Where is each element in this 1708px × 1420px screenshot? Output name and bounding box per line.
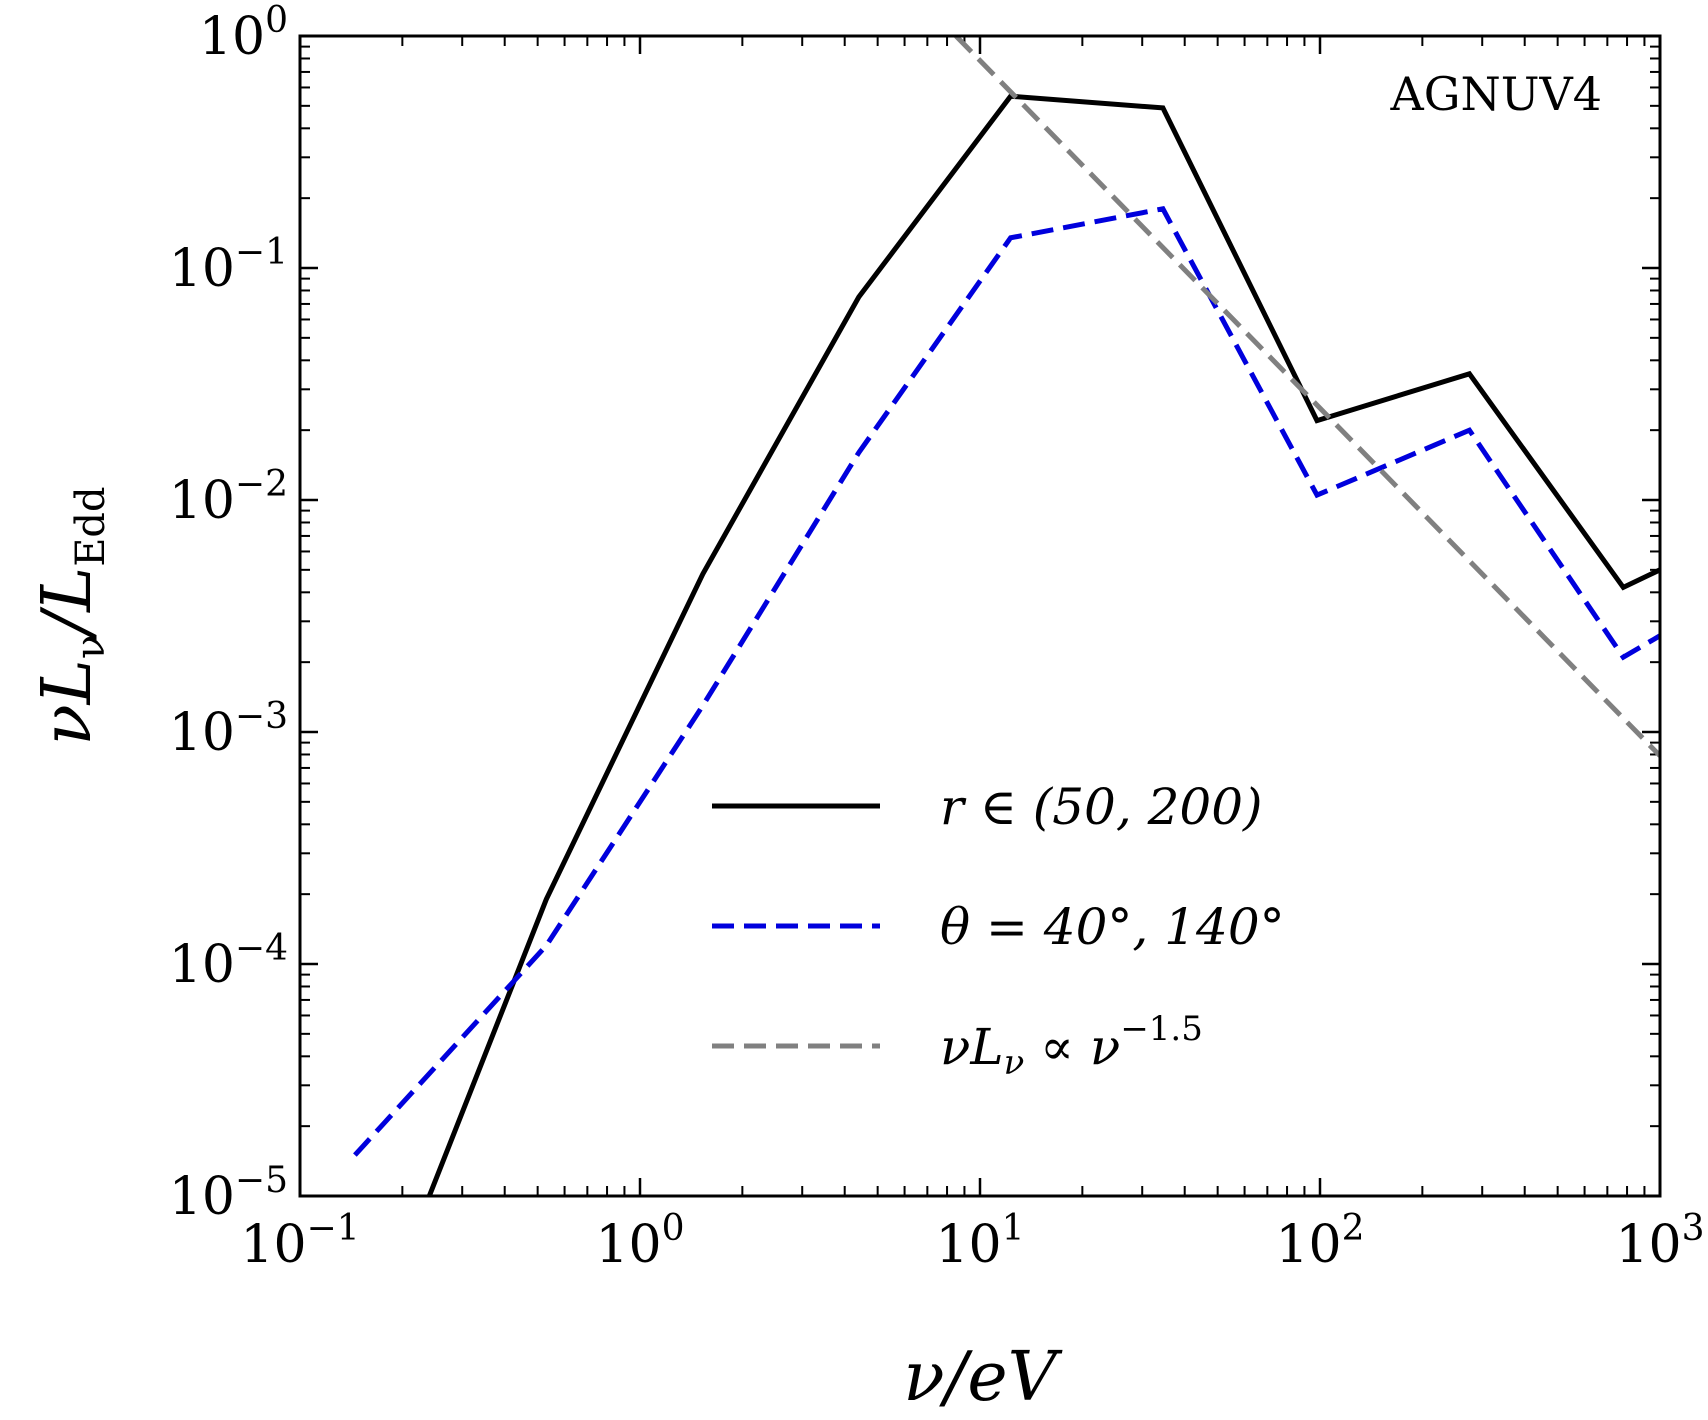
legend-powerlaw-rest: ∝ ν bbox=[1024, 1018, 1120, 1076]
x-tick-labels: 10−1 100 101 102 103 bbox=[240, 1208, 1704, 1275]
x-tick-label: 100 bbox=[595, 1208, 684, 1275]
legend: r ∈ (50, 200) θ = 40°, 140° νLν ∝ ν−1.5 bbox=[712, 778, 1285, 1083]
y-axis-label: νLν/LEdd bbox=[28, 486, 114, 745]
y-tick-label: 10−5 bbox=[169, 1160, 288, 1227]
y-tick-label: 10−2 bbox=[169, 464, 288, 531]
minor-ticks bbox=[300, 36, 1660, 1196]
plot-frame bbox=[298, 34, 1662, 1198]
legend-label-powerlaw: νLν ∝ ν−1.5 bbox=[940, 1009, 1203, 1083]
x-tick-label: 10−1 bbox=[240, 1208, 359, 1275]
series-theta-line bbox=[353, 206, 1660, 1157]
x-axis-label: ν/eV bbox=[903, 1338, 1062, 1417]
legend-powerlaw-sup: −1.5 bbox=[1120, 1009, 1203, 1049]
y-tick-label: 10−4 bbox=[169, 928, 288, 995]
y-axis-label-sub1: ν bbox=[68, 635, 114, 659]
legend-powerlaw-main: νL bbox=[940, 1018, 1004, 1076]
x-tick-label: 101 bbox=[935, 1208, 1024, 1275]
x-tick-label: 103 bbox=[1615, 1208, 1704, 1275]
y-axis-label-main: νL bbox=[28, 659, 107, 746]
legend-label-theta: θ = 40°, 140° bbox=[940, 898, 1285, 956]
legend-label-radius: r ∈ (50, 200) bbox=[940, 778, 1263, 836]
panel-annotation: AGNUV4 bbox=[1390, 67, 1602, 121]
series-layer bbox=[353, 36, 1660, 1196]
y-tick-label: 10−1 bbox=[169, 232, 288, 299]
y-tick-label: 10−3 bbox=[169, 696, 288, 763]
legend-powerlaw-sub: ν bbox=[1004, 1043, 1025, 1083]
y-tick-labels: 100 10−1 10−2 10−3 10−4 10−5 bbox=[169, 0, 288, 1227]
x-tick-label: 102 bbox=[1275, 1208, 1364, 1275]
series-powerlaw-line bbox=[954, 36, 1660, 758]
y-axis-label-slash: /L bbox=[28, 567, 107, 641]
series-radius-line bbox=[426, 93, 1660, 1196]
y-tick-label: 100 bbox=[199, 0, 288, 67]
x-axis-label-text: ν/eV bbox=[903, 1338, 1062, 1417]
y-axis-label-sub2: Edd bbox=[68, 486, 114, 566]
